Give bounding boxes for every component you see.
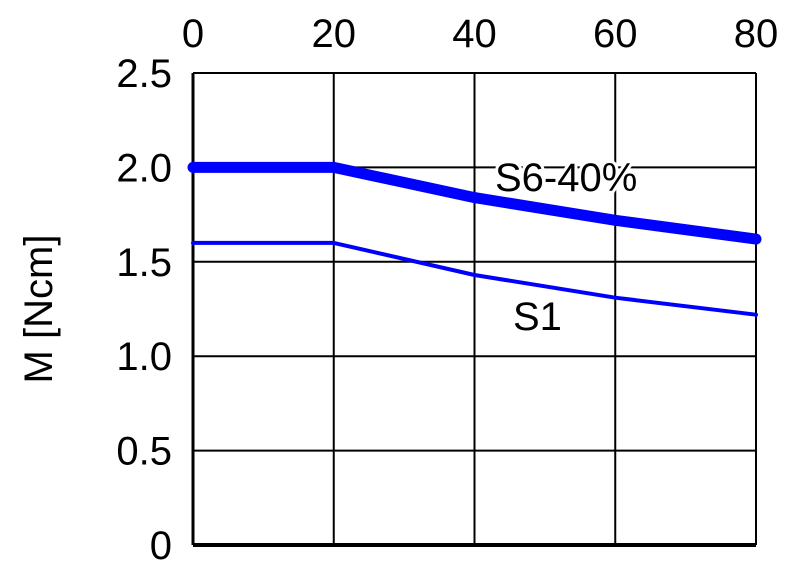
y-tick-label: 1.5 bbox=[116, 241, 172, 285]
y-tick-label: 2.5 bbox=[116, 52, 172, 96]
series-labels: S6-40% S1 bbox=[492, 153, 640, 342]
y-tick-label: 0.5 bbox=[116, 430, 172, 474]
tick-labels: 0 20 40 60 80 0 0.5 1.0 1.5 2.0 2.5 bbox=[116, 12, 779, 567]
y-tick-label: 1.0 bbox=[116, 335, 172, 379]
series-line-s1 bbox=[191, 240, 758, 317]
x-tick-label: 80 bbox=[734, 12, 779, 56]
axes bbox=[191, 72, 757, 547]
y-axis-title: M [Ncm] bbox=[17, 235, 61, 384]
series-label-s6-40-: S6-40% bbox=[495, 156, 637, 200]
x-tick-label: 0 bbox=[182, 12, 204, 56]
series-label-s1: S1 bbox=[513, 295, 562, 339]
x-tick-label: 20 bbox=[312, 12, 357, 56]
x-tick-label: 40 bbox=[452, 12, 497, 56]
y-tick-label: 2.0 bbox=[116, 146, 172, 190]
x-tick-label: 60 bbox=[593, 12, 638, 56]
series-line-s6-40- bbox=[187, 161, 762, 245]
y-tick-label: 0 bbox=[150, 524, 172, 562]
series-lines bbox=[187, 161, 762, 317]
grid bbox=[193, 73, 756, 545]
